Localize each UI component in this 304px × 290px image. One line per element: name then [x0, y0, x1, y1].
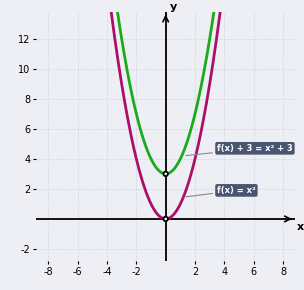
Circle shape — [164, 172, 168, 176]
Text: f(x) + 3 = x² + 3: f(x) + 3 = x² + 3 — [186, 144, 293, 155]
Text: y: y — [169, 2, 177, 12]
Text: x: x — [297, 222, 304, 232]
Circle shape — [164, 217, 168, 221]
Text: f(x) = x²: f(x) = x² — [186, 186, 256, 197]
